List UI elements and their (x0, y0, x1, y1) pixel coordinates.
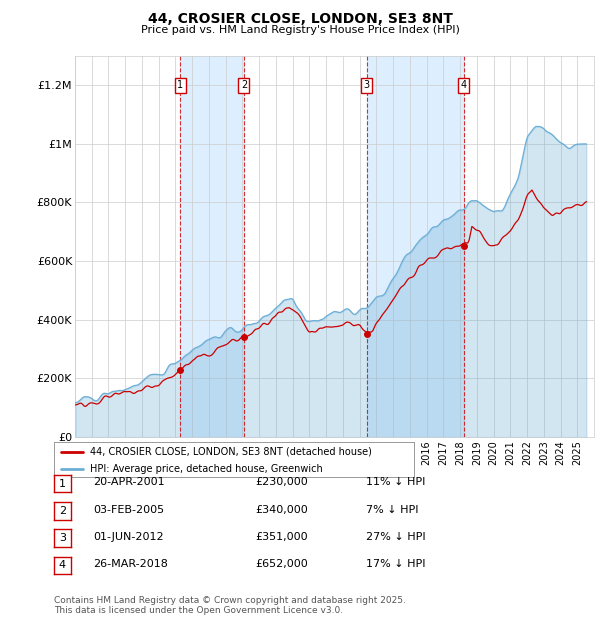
Text: 2: 2 (241, 80, 247, 90)
Text: £230,000: £230,000 (255, 477, 308, 487)
Text: 1: 1 (59, 479, 66, 489)
Text: 2: 2 (59, 506, 66, 516)
Text: 3: 3 (59, 533, 66, 543)
Text: 44, CROSIER CLOSE, LONDON, SE3 8NT: 44, CROSIER CLOSE, LONDON, SE3 8NT (148, 12, 452, 27)
Text: 17% ↓ HPI: 17% ↓ HPI (366, 559, 425, 569)
Bar (367, 56, 464, 437)
Text: 4: 4 (59, 560, 66, 570)
Text: Price paid vs. HM Land Registry's House Price Index (HPI): Price paid vs. HM Land Registry's House … (140, 25, 460, 35)
Text: 44, CROSIER CLOSE, LONDON, SE3 8NT (detached house): 44, CROSIER CLOSE, LONDON, SE3 8NT (deta… (90, 446, 372, 456)
Text: 20-APR-2001: 20-APR-2001 (93, 477, 164, 487)
Text: 3: 3 (364, 80, 370, 90)
Text: Contains HM Land Registry data © Crown copyright and database right 2025.
This d: Contains HM Land Registry data © Crown c… (54, 596, 406, 615)
Text: 27% ↓ HPI: 27% ↓ HPI (366, 532, 425, 542)
Text: £351,000: £351,000 (255, 532, 308, 542)
Text: 4: 4 (461, 80, 467, 90)
Text: £652,000: £652,000 (255, 559, 308, 569)
Text: 03-FEB-2005: 03-FEB-2005 (93, 505, 164, 515)
Text: £340,000: £340,000 (255, 505, 308, 515)
Bar (181, 56, 244, 437)
Text: HPI: Average price, detached house, Greenwich: HPI: Average price, detached house, Gree… (90, 464, 323, 474)
Text: 01-JUN-2012: 01-JUN-2012 (93, 532, 164, 542)
Text: 26-MAR-2018: 26-MAR-2018 (93, 559, 168, 569)
Text: 11% ↓ HPI: 11% ↓ HPI (366, 477, 425, 487)
Text: 7% ↓ HPI: 7% ↓ HPI (366, 505, 419, 515)
Text: 1: 1 (178, 80, 184, 90)
